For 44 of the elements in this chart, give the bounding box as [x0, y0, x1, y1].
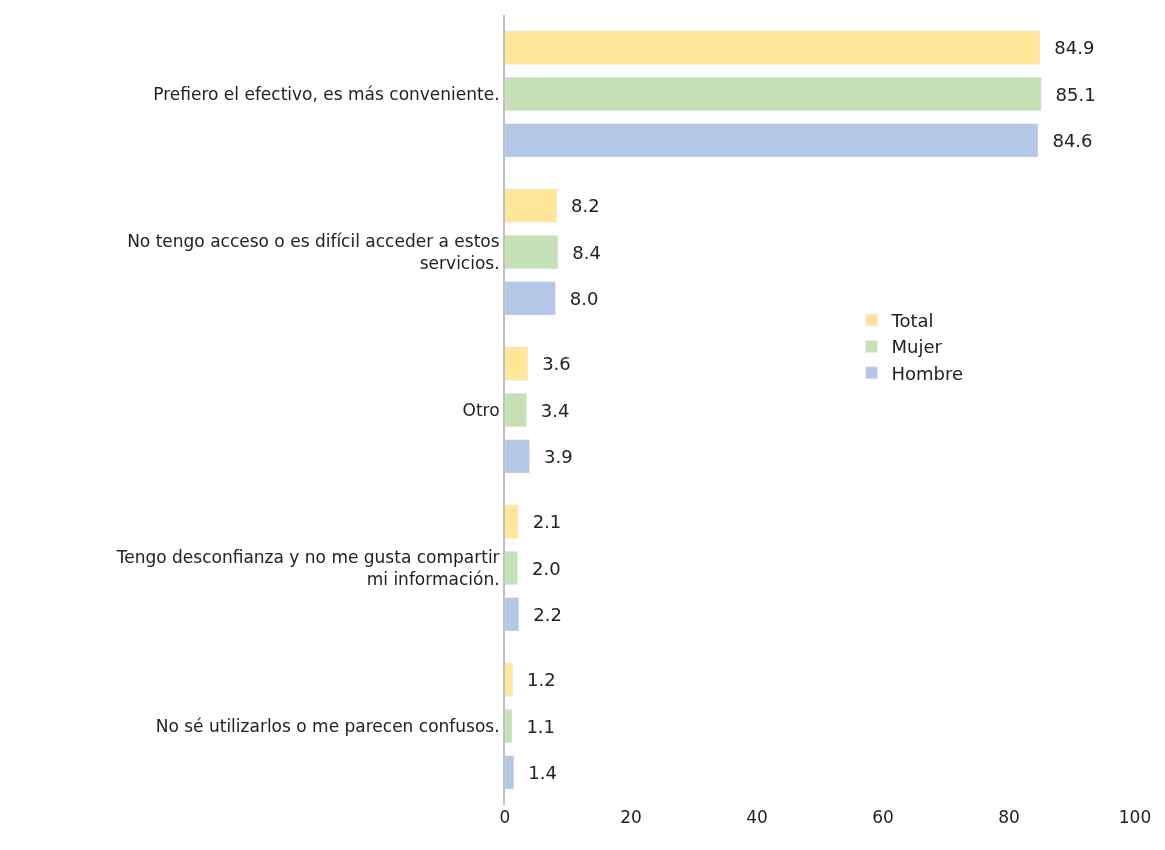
data-label: 84.9: [1042, 37, 1095, 59]
bar: [505, 346, 528, 381]
legend-label: Hombre: [891, 362, 964, 384]
bar: [505, 30, 1041, 65]
legend-label: Mujer: [891, 336, 943, 358]
legend-label: Total: [890, 310, 934, 332]
bar: [505, 597, 520, 632]
data-label: 84.6: [1040, 129, 1093, 151]
data-label: 2.2: [521, 603, 562, 625]
bar: [505, 662, 513, 697]
data-label: 3.9: [532, 445, 573, 467]
x-tick-label: 20: [620, 807, 642, 827]
data-label: 3.4: [529, 399, 570, 421]
bar: [505, 393, 527, 427]
data-label: 2.1: [521, 511, 562, 533]
x-tick-label: 100: [1118, 807, 1152, 827]
bar: [505, 235, 559, 269]
x-tick-label: 0: [499, 807, 511, 827]
bar: [505, 709, 513, 743]
data-label: 8.4: [560, 241, 601, 263]
bar: [505, 551, 518, 585]
bar: [505, 755, 515, 790]
data-label: 1.1: [514, 715, 556, 737]
data-label: 3.6: [530, 353, 571, 375]
bar: [505, 77, 1042, 111]
data-label: 2.0: [520, 557, 561, 579]
y-tick-label: Otro: [462, 399, 500, 420]
y-tick-label: No tengo acceso o es difícil acceder a estos servicios.: [127, 230, 500, 273]
y-tick-label: Prefiero el efectivo, es más conveniente.: [153, 83, 500, 104]
y-tick-label: Tengo desconfianza y no me gusta compartir mi información.: [115, 546, 500, 589]
bar: [505, 123, 1039, 158]
data-label: 8.2: [559, 195, 600, 217]
bar: [505, 439, 530, 474]
bar: [505, 281, 556, 316]
data-label: 1.4: [516, 761, 557, 783]
data-label: 85.1: [1044, 83, 1096, 105]
bar: [505, 504, 519, 539]
x-tick-label: 80: [998, 807, 1020, 827]
y-tick-label: No sé utilizarlos o me parecen confusos.: [155, 715, 500, 736]
bar: [505, 188, 557, 223]
data-label: 8.0: [558, 287, 599, 309]
x-tick-label: 60: [872, 807, 894, 827]
x-tick-label: 40: [746, 807, 768, 827]
data-label: 1.2: [515, 669, 556, 691]
